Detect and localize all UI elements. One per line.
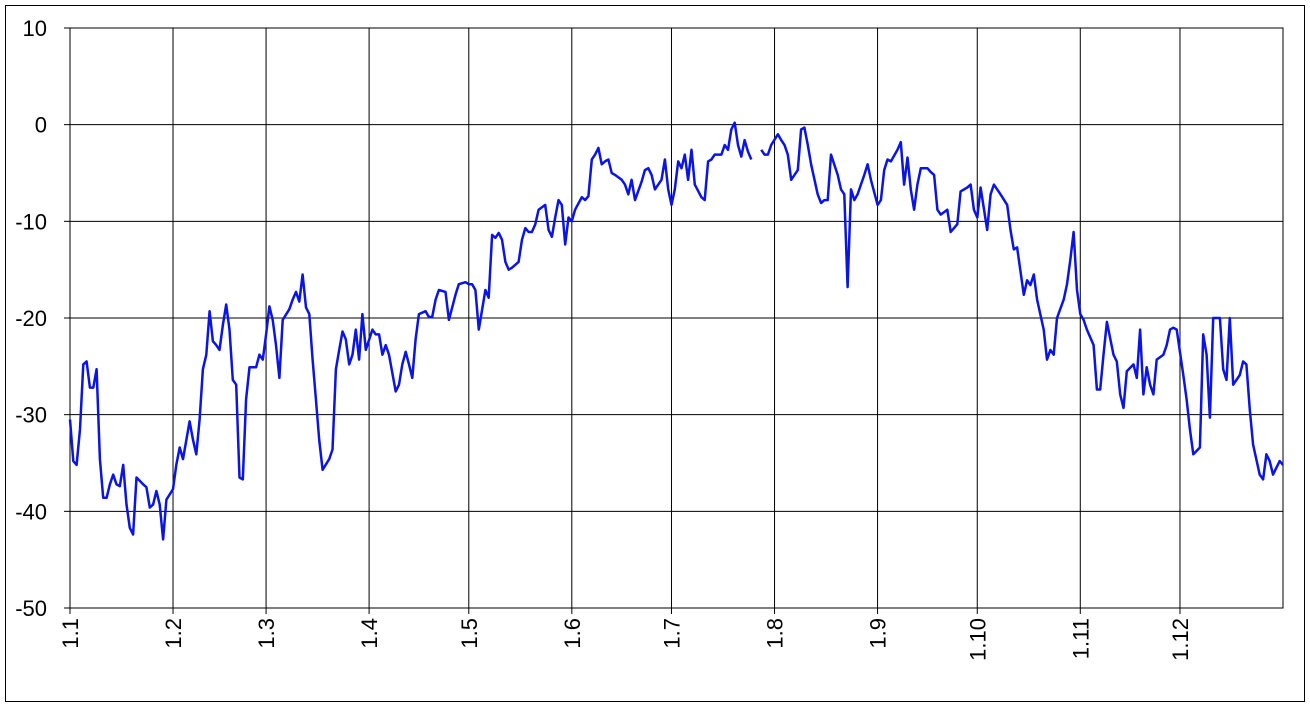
y-tick-label: -10 bbox=[15, 209, 47, 234]
y-tick-label: -20 bbox=[15, 306, 47, 331]
x-tick-label: 1.1 bbox=[58, 618, 83, 649]
x-tick-label: 1.10 bbox=[965, 618, 990, 661]
x-tick-label: 1.3 bbox=[254, 618, 279, 649]
data-line bbox=[68, 121, 1284, 541]
y-tick-label: 10 bbox=[23, 16, 47, 41]
y-tick-label: 0 bbox=[35, 113, 47, 138]
x-tick-label: 1.4 bbox=[357, 618, 382, 649]
x-tick-label: 1.8 bbox=[763, 618, 788, 649]
y-tick-label: -40 bbox=[15, 499, 47, 524]
y-tick-label: -50 bbox=[15, 596, 47, 621]
x-tick-label: 1.9 bbox=[866, 618, 891, 649]
x-tick-label: 1.7 bbox=[660, 618, 685, 649]
x-tick-label: 1.11 bbox=[1068, 618, 1093, 659]
x-tick-label: 1.6 bbox=[560, 618, 585, 649]
x-tick-label: 1.12 bbox=[1168, 618, 1193, 661]
y-tick-label: -30 bbox=[15, 403, 47, 428]
x-tick-label: 1.2 bbox=[161, 618, 186, 649]
x-tick-label: 1.5 bbox=[457, 618, 482, 649]
